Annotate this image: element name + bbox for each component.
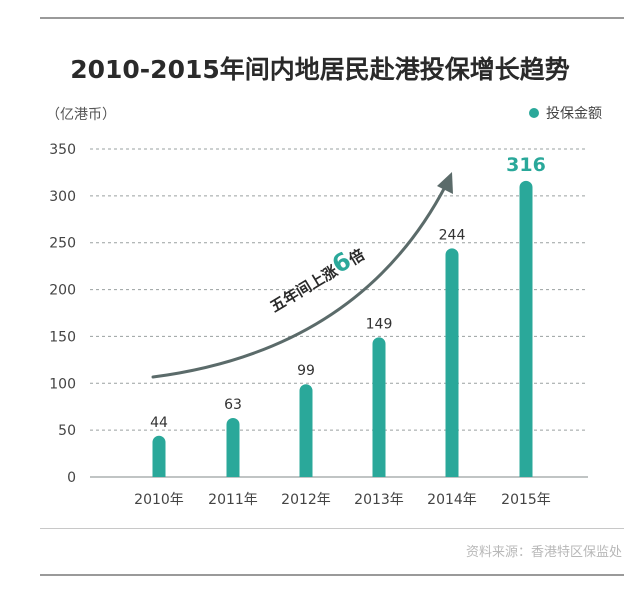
y-tick-label: 0 [67,470,76,486]
bar [519,180,533,478]
legend: 投保金额 [529,103,602,123]
bar [152,435,166,477]
source-divider [40,528,624,529]
x-tick-label: 2013年 [354,492,404,508]
y-tick-label: 350 [49,142,76,158]
y-tick-label: 100 [49,376,76,392]
growth-annotation: 五年间上涨6倍 [263,239,369,318]
chart-title: 2010-2015年间内地居民赴港投保增长趋势 [70,55,570,84]
data-label: 99 [297,363,315,379]
data-label: 316 [506,154,546,176]
growth-arrow [151,183,448,379]
y-axis-unit: （亿港币） [46,107,116,123]
bar [299,384,313,477]
data-label: 244 [439,227,466,243]
x-tick-label: 2015年 [501,492,551,508]
y-tick-label: 300 [49,189,76,205]
data-label: 63 [224,397,242,413]
x-tick-label: 2012年 [281,492,331,508]
data-label: 149 [366,316,393,332]
bottom-divider [40,574,624,576]
annotation-text: 五年间上涨6倍 [263,239,369,318]
bar [445,248,459,477]
y-tick-label: 200 [49,283,76,299]
y-tick-label: 250 [49,236,76,252]
y-tick-label: 50 [58,423,76,439]
x-tick-label: 2014年 [427,492,477,508]
top-divider [40,17,624,19]
bar [226,417,240,477]
x-tick-label: 2010年 [134,492,184,508]
data-label: 44 [150,415,168,431]
x-tick-label: 2011年 [208,492,258,508]
source-note: 资料来源：香港特区保监处 [465,545,622,560]
legend-label: 投保金额 [546,106,602,122]
y-tick-label: 150 [49,329,76,345]
bar [372,337,386,477]
legend-dot-icon [529,108,539,118]
arrow-head-icon [437,172,453,194]
